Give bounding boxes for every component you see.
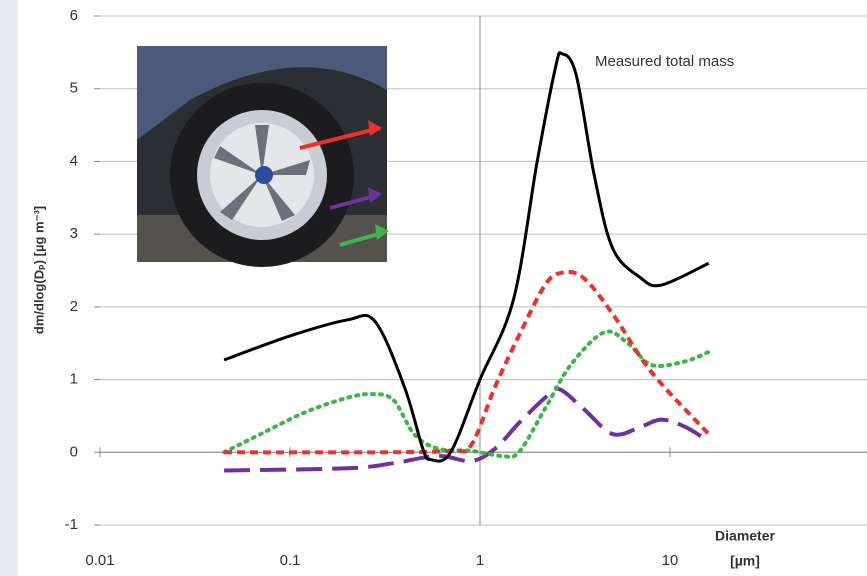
series-line [222,329,711,460]
y-tick-label: 0 [70,443,78,460]
x-tick-label: 1 [476,552,484,569]
x-tick-label: 10 [662,552,679,569]
x-tick-label: 0.1 [280,552,301,569]
annotation: Measured total mass [595,53,734,70]
y-tick-label: 5 [70,80,78,97]
y-tick-label: -1 [65,516,78,533]
series-line [224,386,710,473]
y-tick-label: 4 [70,152,78,169]
x-axis-label: Diameter [715,528,775,544]
y-tick-label: 6 [70,7,78,24]
series-line [223,51,710,463]
x-tick-label: 0.01 [85,552,114,569]
y-tick-label: 2 [70,298,78,315]
y-tick-label: 1 [70,371,78,388]
y-axis-label: dm/dlog(Dₚ) [µg m⁻³] [31,206,46,334]
y-tick-label: 3 [70,225,78,242]
x-axis-unit: [µm] [730,553,760,569]
inset-photo [137,46,389,267]
